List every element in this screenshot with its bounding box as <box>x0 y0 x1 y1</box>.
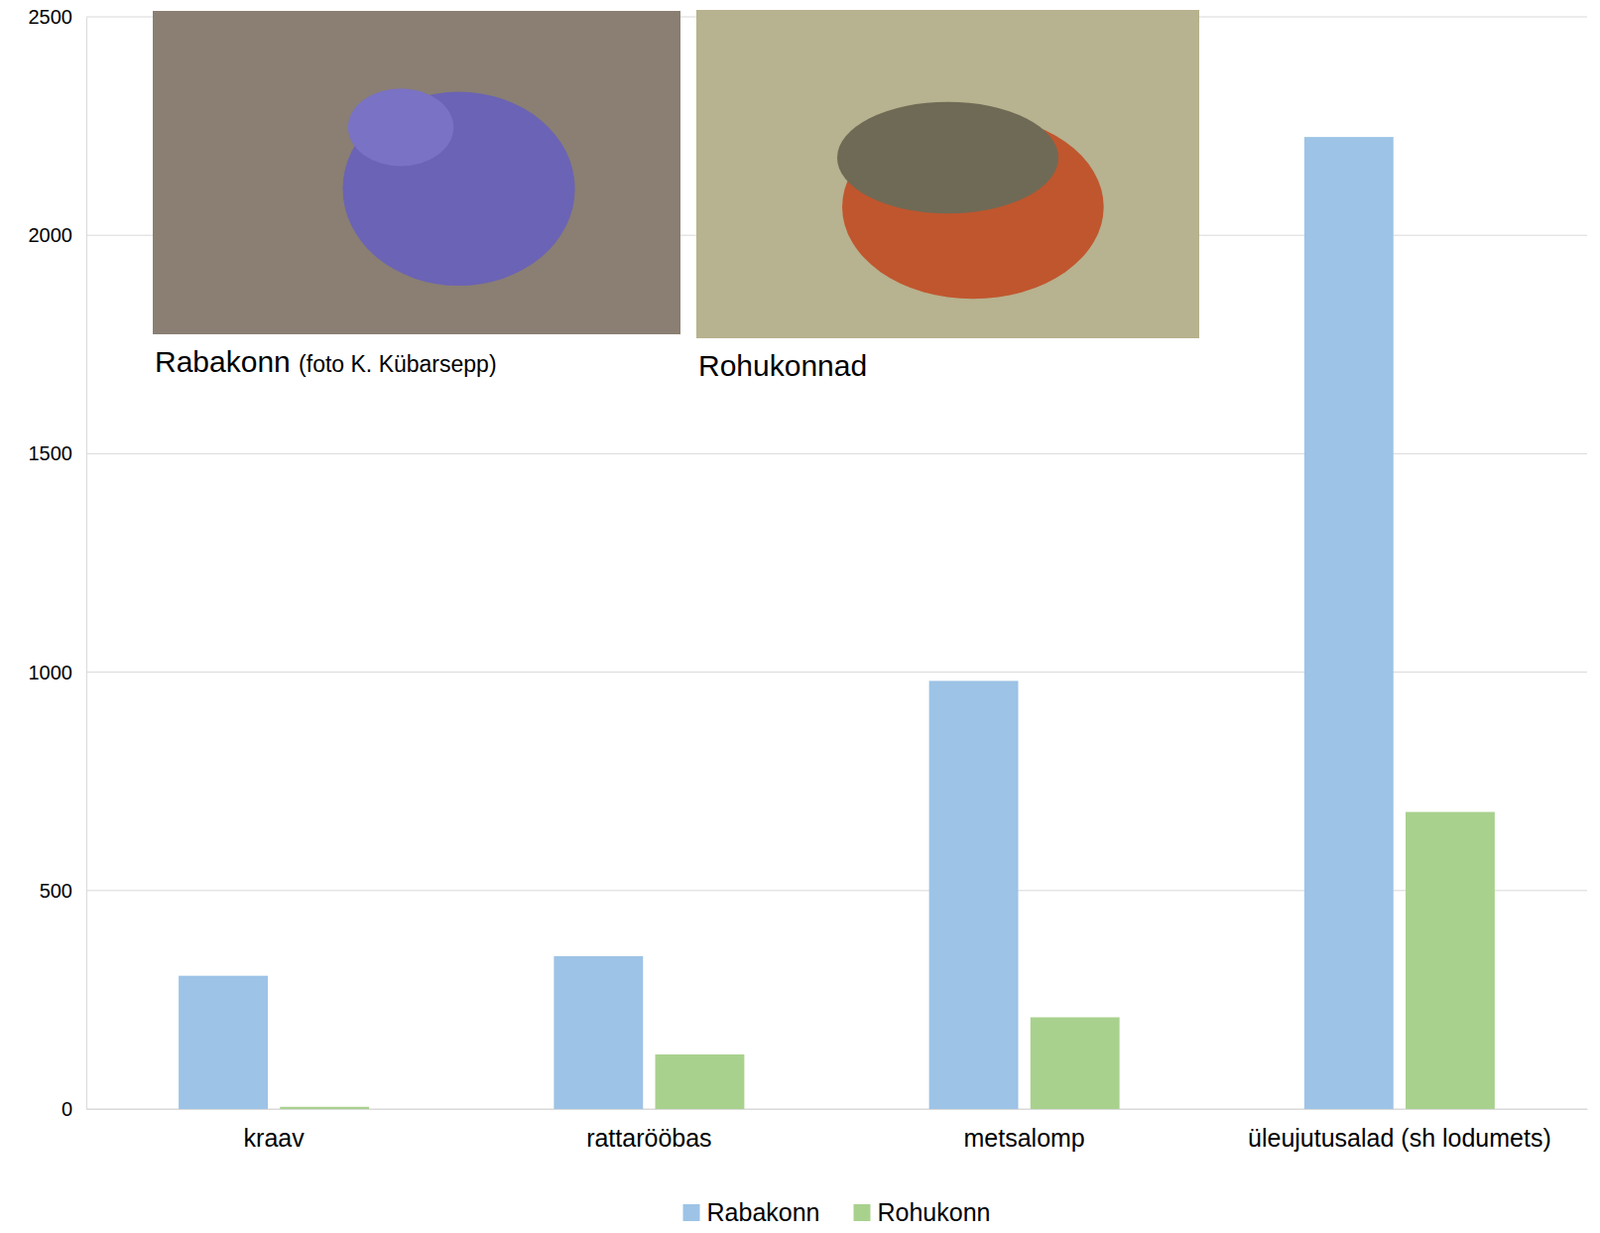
bar <box>655 1054 745 1109</box>
bar <box>1304 136 1394 1109</box>
y-tick: 1000 <box>28 661 88 684</box>
legend: Rabakonn Rohukonn <box>683 1198 991 1227</box>
bar <box>1405 812 1495 1109</box>
y-tick: 500 <box>39 879 87 902</box>
y-tick-label: 500 <box>39 879 73 902</box>
y-tick-label: 1500 <box>28 442 74 465</box>
photo <box>152 10 681 335</box>
bar <box>178 976 268 1109</box>
x-tick-label: kraav <box>244 1123 306 1152</box>
photo-caption: Rohukonnad <box>698 349 867 382</box>
bar <box>553 956 643 1109</box>
photo-frog <box>348 88 454 166</box>
x-tick: metsalomp <box>963 1108 1085 1152</box>
y-axis: 0 500 1000 1500 2000 2500 <box>28 5 88 1120</box>
photo-caption: Rabakonn (foto K. Kübarsepp) <box>154 345 497 378</box>
legend-item: Rabakonn <box>683 1198 821 1227</box>
photo <box>696 9 1200 339</box>
y-tick: 1500 <box>28 442 88 465</box>
x-tick: kraav <box>244 1108 306 1152</box>
x-tick: rattarööbas <box>586 1108 712 1152</box>
y-tick-label: 0 <box>61 1098 73 1120</box>
photo-background <box>152 10 681 335</box>
legend-swatch <box>854 1204 871 1222</box>
plot: 0 500 1000 1500 2000 2500 kraav rattarööbas mets… <box>28 5 1589 1152</box>
chart: 0 500 1000 1500 2000 2500 kraav rattarööbas mets… <box>0 0 1600 1233</box>
x-tick: üleujutusalad (sh lodumets) <box>1247 1108 1552 1152</box>
y-tick: 2500 <box>28 5 88 28</box>
photo-frog <box>837 102 1059 215</box>
x-axis: kraav rattarööbas metsalomp üleujutusalad (… <box>87 1108 1589 1152</box>
bar <box>1030 1017 1120 1109</box>
legend-label: Rohukonn <box>877 1198 991 1227</box>
photos: Rabakonn (foto K. Kübarsepp) Rohukonnad <box>152 9 1200 382</box>
y-tick-label: 2500 <box>28 5 74 28</box>
x-tick-label: metsalomp <box>963 1123 1085 1152</box>
legend-label: Rabakonn <box>707 1198 821 1227</box>
bar <box>929 680 1019 1109</box>
x-tick-label: rattarööbas <box>586 1123 712 1152</box>
y-tick: 0 <box>61 1098 87 1120</box>
x-axis-line <box>87 1108 1589 1110</box>
x-tick-label: üleujutusalad (sh lodumets) <box>1247 1123 1552 1152</box>
legend-item: Rohukonn <box>854 1198 991 1227</box>
legend-swatch <box>683 1204 701 1222</box>
y-tick: 2000 <box>28 224 88 247</box>
y-axis-line <box>86 17 88 1110</box>
bar <box>279 1107 370 1109</box>
y-tick-label: 2000 <box>28 224 74 247</box>
photo-background <box>696 9 1200 339</box>
y-tick-label: 1000 <box>28 661 74 684</box>
